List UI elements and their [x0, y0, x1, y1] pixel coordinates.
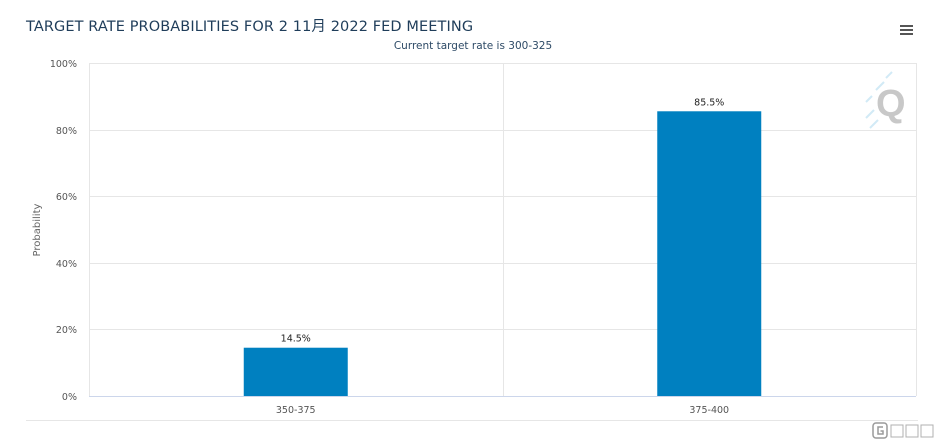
y-tick-label: 40%	[56, 259, 77, 270]
y-tick-label: 0%	[62, 392, 77, 403]
bar-350-375[interactable]	[243, 347, 348, 396]
data-label: 14.5%	[281, 334, 311, 345]
y-tick-label: 20%	[56, 325, 77, 336]
chart-subtitle: Current target rate is 300-325	[393, 40, 553, 52]
hamburger-menu-icon[interactable]	[898, 22, 916, 38]
y-tick-label: 80%	[56, 126, 77, 137]
data-label: 85.5%	[694, 97, 724, 108]
x-axis-tick-labels: 350-375 375-400	[276, 405, 729, 416]
y-axis-label: Probability	[32, 203, 43, 256]
y-tick-label: 60%	[56, 192, 77, 203]
bars	[243, 111, 762, 396]
chart-title: TARGET RATE PROBABILITIES FOR 2 11月 2022…	[26, 19, 474, 35]
x-tick-label: 350-375	[276, 405, 316, 416]
svg-text:Q: Q	[876, 83, 906, 125]
q-logo-watermark: Q	[865, 71, 906, 129]
footer-divider	[26, 420, 918, 421]
data-labels: 14.5% 85.5%	[281, 97, 725, 344]
gelonghui-logo	[872, 422, 934, 439]
grid-lines	[89, 63, 917, 397]
bar-375-400[interactable]	[657, 111, 762, 396]
y-tick-label: 100%	[50, 59, 77, 70]
y-axis-tick-labels: 0% 20% 40% 60% 80% 100%	[50, 59, 77, 403]
x-tick-label: 375-400	[689, 405, 729, 416]
